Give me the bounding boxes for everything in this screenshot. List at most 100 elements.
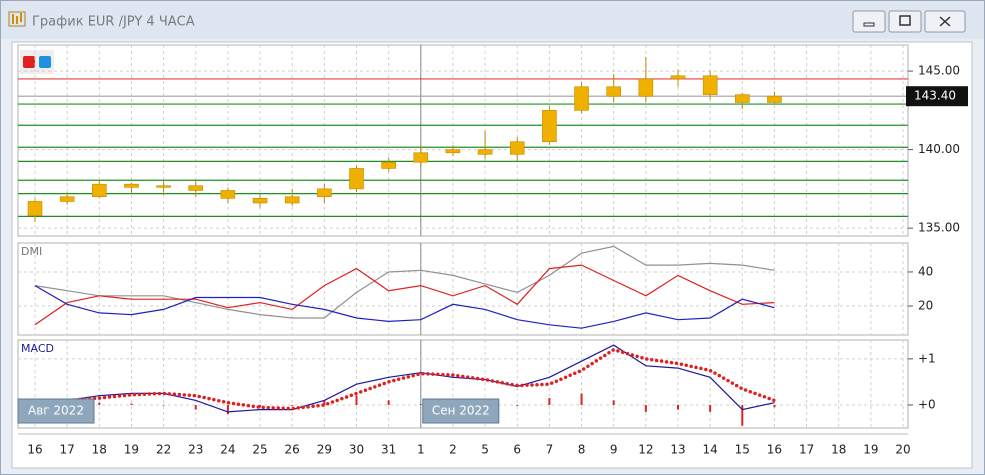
- x-tick-label: 22: [156, 443, 171, 457]
- histogram-bar: [709, 404, 712, 412]
- minimize-button[interactable]: [852, 10, 886, 33]
- candle-body: [188, 185, 204, 191]
- candle-body: [767, 95, 782, 103]
- candle-body: [59, 196, 75, 202]
- x-tick-label: 7: [546, 443, 554, 457]
- candle-body: [606, 86, 622, 97]
- panel-title: MACD: [21, 342, 54, 355]
- x-tick-label: 18: [92, 443, 107, 457]
- candle-body: [317, 188, 332, 198]
- x-tick-label: 15: [735, 443, 750, 457]
- x-tick-label: 17: [799, 443, 814, 457]
- month-label-box: [422, 398, 500, 424]
- x-tick-label: 12: [638, 443, 653, 457]
- histogram-bar: [355, 395, 358, 405]
- panel-frame: [17, 339, 909, 429]
- x-tick-label: 1: [417, 443, 425, 457]
- x-tick-label: 2: [449, 443, 457, 457]
- window-title: График EUR /JPY 4 ЧАСА: [32, 15, 195, 30]
- candle-body: [670, 75, 686, 80]
- y-tick-label: +0: [918, 397, 936, 411]
- x-tick-label: 31: [381, 443, 396, 457]
- histogram-bar: [323, 400, 326, 405]
- x-tick-label: 29: [317, 443, 332, 457]
- histogram-bar: [773, 404, 776, 408]
- panel-frame: [17, 44, 909, 237]
- candle-body: [702, 75, 718, 95]
- month-label-box: [17, 398, 95, 424]
- x-tick-label: 17: [60, 443, 75, 457]
- x-tick-label: 14: [703, 443, 718, 457]
- candle-body: [27, 201, 43, 216]
- x-tick-label: 26: [285, 443, 300, 457]
- close-button[interactable]: [924, 10, 966, 33]
- indicator-line: [34, 245, 775, 319]
- x-tick-label: 5: [481, 443, 489, 457]
- candle-body: [638, 78, 654, 97]
- candle-body: [734, 94, 750, 103]
- x-tick-label: 16: [27, 443, 42, 457]
- histogram-bar: [516, 404, 519, 406]
- histogram-bar: [291, 404, 294, 406]
- indicator-line: [34, 264, 775, 326]
- x-tick-label: 8: [578, 443, 586, 457]
- maximize-button[interactable]: [888, 10, 922, 33]
- y-tick-label: 145.00: [918, 64, 960, 78]
- x-tick-label: 30: [349, 443, 364, 457]
- app-icon: [8, 11, 26, 27]
- month-label: Авг 2022: [28, 404, 84, 418]
- histogram-bar: [644, 404, 647, 412]
- candle-body: [445, 149, 461, 154]
- histogram-bar: [580, 393, 583, 405]
- x-tick-label: 19: [863, 443, 878, 457]
- histogram-bar: [130, 403, 133, 405]
- candle-body: [509, 141, 525, 155]
- plots: 135.00 140.00 145.00 143.40 20 40 DMI +1 +0 MACD 1…: [17, 44, 968, 457]
- x-tick-label: 9: [610, 443, 618, 457]
- x-tick-label: 6: [513, 443, 521, 457]
- panel-frame: [17, 242, 909, 336]
- y-tick-label: 40: [918, 264, 933, 278]
- histogram-bar: [419, 404, 422, 405]
- histogram-bar: [677, 404, 679, 410]
- histogram-bar: [98, 402, 101, 405]
- histogram-bar: [162, 404, 165, 406]
- x-tick-label: 23: [188, 443, 203, 457]
- candle-body: [124, 183, 139, 188]
- histogram-bar: [741, 404, 744, 426]
- candle-body: [542, 110, 557, 143]
- candle-body: [284, 196, 300, 204]
- x-tick-label: 19: [124, 443, 139, 457]
- last-price-label: 143.40: [914, 89, 956, 103]
- histogram-bar: [548, 398, 551, 405]
- x-tick-label: 13: [670, 443, 685, 457]
- signal-line: [33, 347, 777, 411]
- histogram-bar: [259, 404, 262, 408]
- candle-body: [220, 190, 236, 199]
- y-tick-label: 20: [918, 299, 933, 313]
- x-tick-label: 20: [895, 443, 910, 457]
- y-tick-label: +1: [918, 351, 936, 365]
- last-price-box: [906, 86, 968, 107]
- title-bar: [1, 1, 984, 39]
- histogram-bar: [612, 400, 615, 405]
- y-tick-label: 135.00: [918, 221, 960, 235]
- y-tick-label: 140.00: [918, 142, 960, 156]
- x-tick-label: 16: [767, 443, 782, 457]
- candle-body: [574, 86, 589, 111]
- month-label: Сен 2022: [432, 404, 490, 418]
- candle-body: [156, 185, 171, 188]
- indicator-line: [34, 285, 775, 329]
- x-tick-label: 24: [220, 443, 235, 457]
- candle-body: [381, 161, 396, 169]
- histogram-bar: [387, 400, 390, 405]
- histogram-bar: [226, 404, 229, 415]
- candle-body: [252, 198, 268, 204]
- panel-icons: [20, 50, 54, 74]
- x-tick-label: 25: [252, 443, 267, 457]
- panel-title: DMI: [21, 245, 42, 258]
- x-tick-label: 18: [831, 443, 846, 457]
- candle-body: [477, 149, 493, 155]
